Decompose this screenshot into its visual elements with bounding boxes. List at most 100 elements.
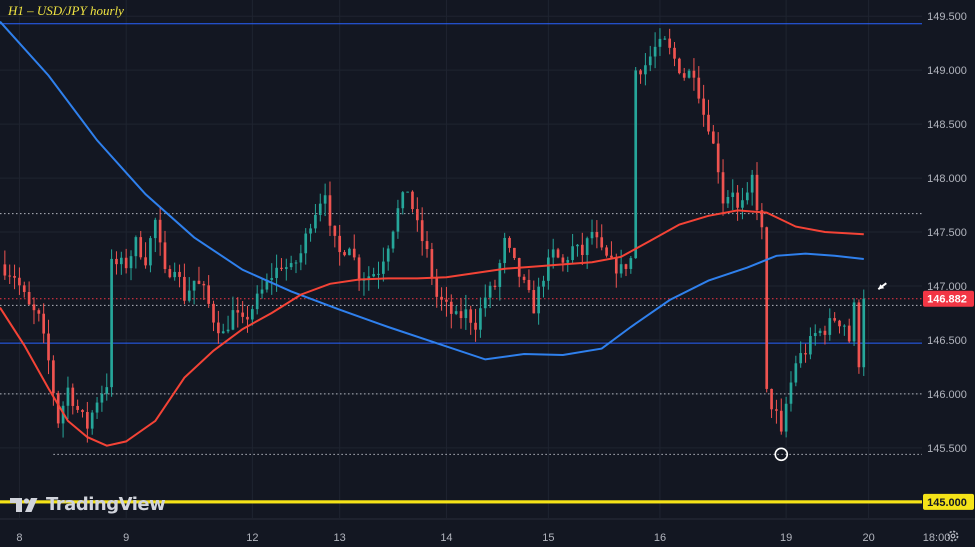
tradingview-logo: TradingView — [10, 494, 166, 515]
candle-body — [847, 325, 851, 342]
candle-body — [221, 331, 225, 334]
candle-body — [110, 258, 113, 388]
candle-body — [124, 257, 128, 269]
candle — [508, 236, 511, 253]
candle-body — [760, 210, 764, 228]
candle — [503, 232, 507, 274]
settings-gear-icon[interactable] — [946, 529, 960, 543]
candle — [226, 315, 230, 334]
candle-body — [357, 257, 361, 281]
y-tick-label: 148.000 — [927, 173, 967, 185]
candle-body — [561, 257, 565, 263]
candle-body — [420, 220, 424, 242]
candle-body — [702, 98, 705, 115]
candle — [600, 224, 604, 251]
candle-body — [454, 311, 458, 314]
x-tick-label: 12 — [246, 532, 258, 544]
y-tick-label: 149.500 — [927, 11, 967, 23]
candle-body — [255, 293, 259, 310]
candle — [386, 245, 390, 271]
candle-body — [406, 191, 409, 193]
candle — [183, 263, 186, 305]
candle-body — [838, 320, 841, 327]
candle — [547, 249, 550, 290]
candle — [707, 99, 710, 135]
candle — [678, 57, 681, 75]
candle-body — [682, 73, 686, 78]
candle-body — [333, 225, 337, 236]
candle — [328, 181, 332, 237]
candle-body — [27, 291, 31, 305]
candle — [862, 289, 866, 376]
candle-body — [348, 248, 351, 256]
candle — [483, 284, 487, 317]
candle-body — [251, 309, 254, 320]
tradingview-logo-icon — [10, 497, 38, 512]
candle-body — [687, 70, 691, 78]
candle — [314, 204, 317, 233]
candle-body — [537, 286, 540, 314]
candle-body — [260, 289, 264, 294]
candle-body — [13, 275, 16, 278]
candle — [765, 226, 769, 393]
candle — [809, 327, 812, 360]
candle — [338, 224, 342, 266]
candle-body — [610, 255, 613, 258]
candle-body — [580, 244, 584, 256]
candle — [445, 286, 448, 317]
candle — [411, 190, 414, 213]
circle-marker-icon — [774, 447, 789, 462]
candle-body — [712, 131, 715, 144]
candle-body — [401, 192, 405, 209]
candle — [576, 243, 579, 257]
candle-body — [804, 353, 807, 355]
candle-body — [144, 257, 147, 266]
candle-body — [843, 325, 846, 327]
logo-text: TradingView — [46, 494, 166, 515]
candle-body — [576, 244, 579, 247]
candle-body — [187, 290, 191, 301]
candle-body — [624, 264, 628, 269]
candle — [415, 197, 419, 232]
candle-body — [731, 192, 735, 198]
candle — [280, 258, 283, 271]
candle — [425, 231, 429, 258]
candle — [823, 325, 827, 345]
candle — [449, 294, 453, 329]
candle-body — [280, 267, 283, 269]
candle-body — [149, 238, 152, 266]
x-tick-label: 13 — [334, 532, 346, 544]
candle-body — [809, 336, 812, 355]
candle-body — [479, 308, 482, 330]
candle-body — [76, 405, 79, 410]
candle — [309, 223, 312, 242]
candle-body — [750, 174, 754, 193]
candle-body — [551, 249, 555, 258]
candle — [726, 190, 730, 208]
candle — [299, 244, 303, 271]
candle — [396, 199, 400, 239]
candle — [653, 32, 657, 69]
candle-body — [22, 285, 26, 292]
candle — [527, 269, 531, 293]
candle-body — [231, 310, 235, 330]
candle-body — [556, 249, 560, 258]
candle — [857, 299, 861, 374]
candle-body — [8, 275, 12, 277]
candle-body — [464, 309, 468, 319]
candle-body — [775, 409, 778, 411]
candle — [66, 376, 70, 420]
candle — [741, 187, 744, 220]
candle — [255, 285, 259, 315]
candle — [119, 251, 123, 275]
candle-body — [789, 382, 793, 404]
candle — [32, 297, 36, 325]
candle-body — [678, 58, 681, 74]
candle — [556, 247, 560, 259]
candle-body — [163, 242, 167, 270]
candle-body — [784, 403, 788, 432]
candle — [221, 323, 225, 334]
candle — [251, 305, 254, 326]
moving-average-fast — [0, 209, 864, 447]
